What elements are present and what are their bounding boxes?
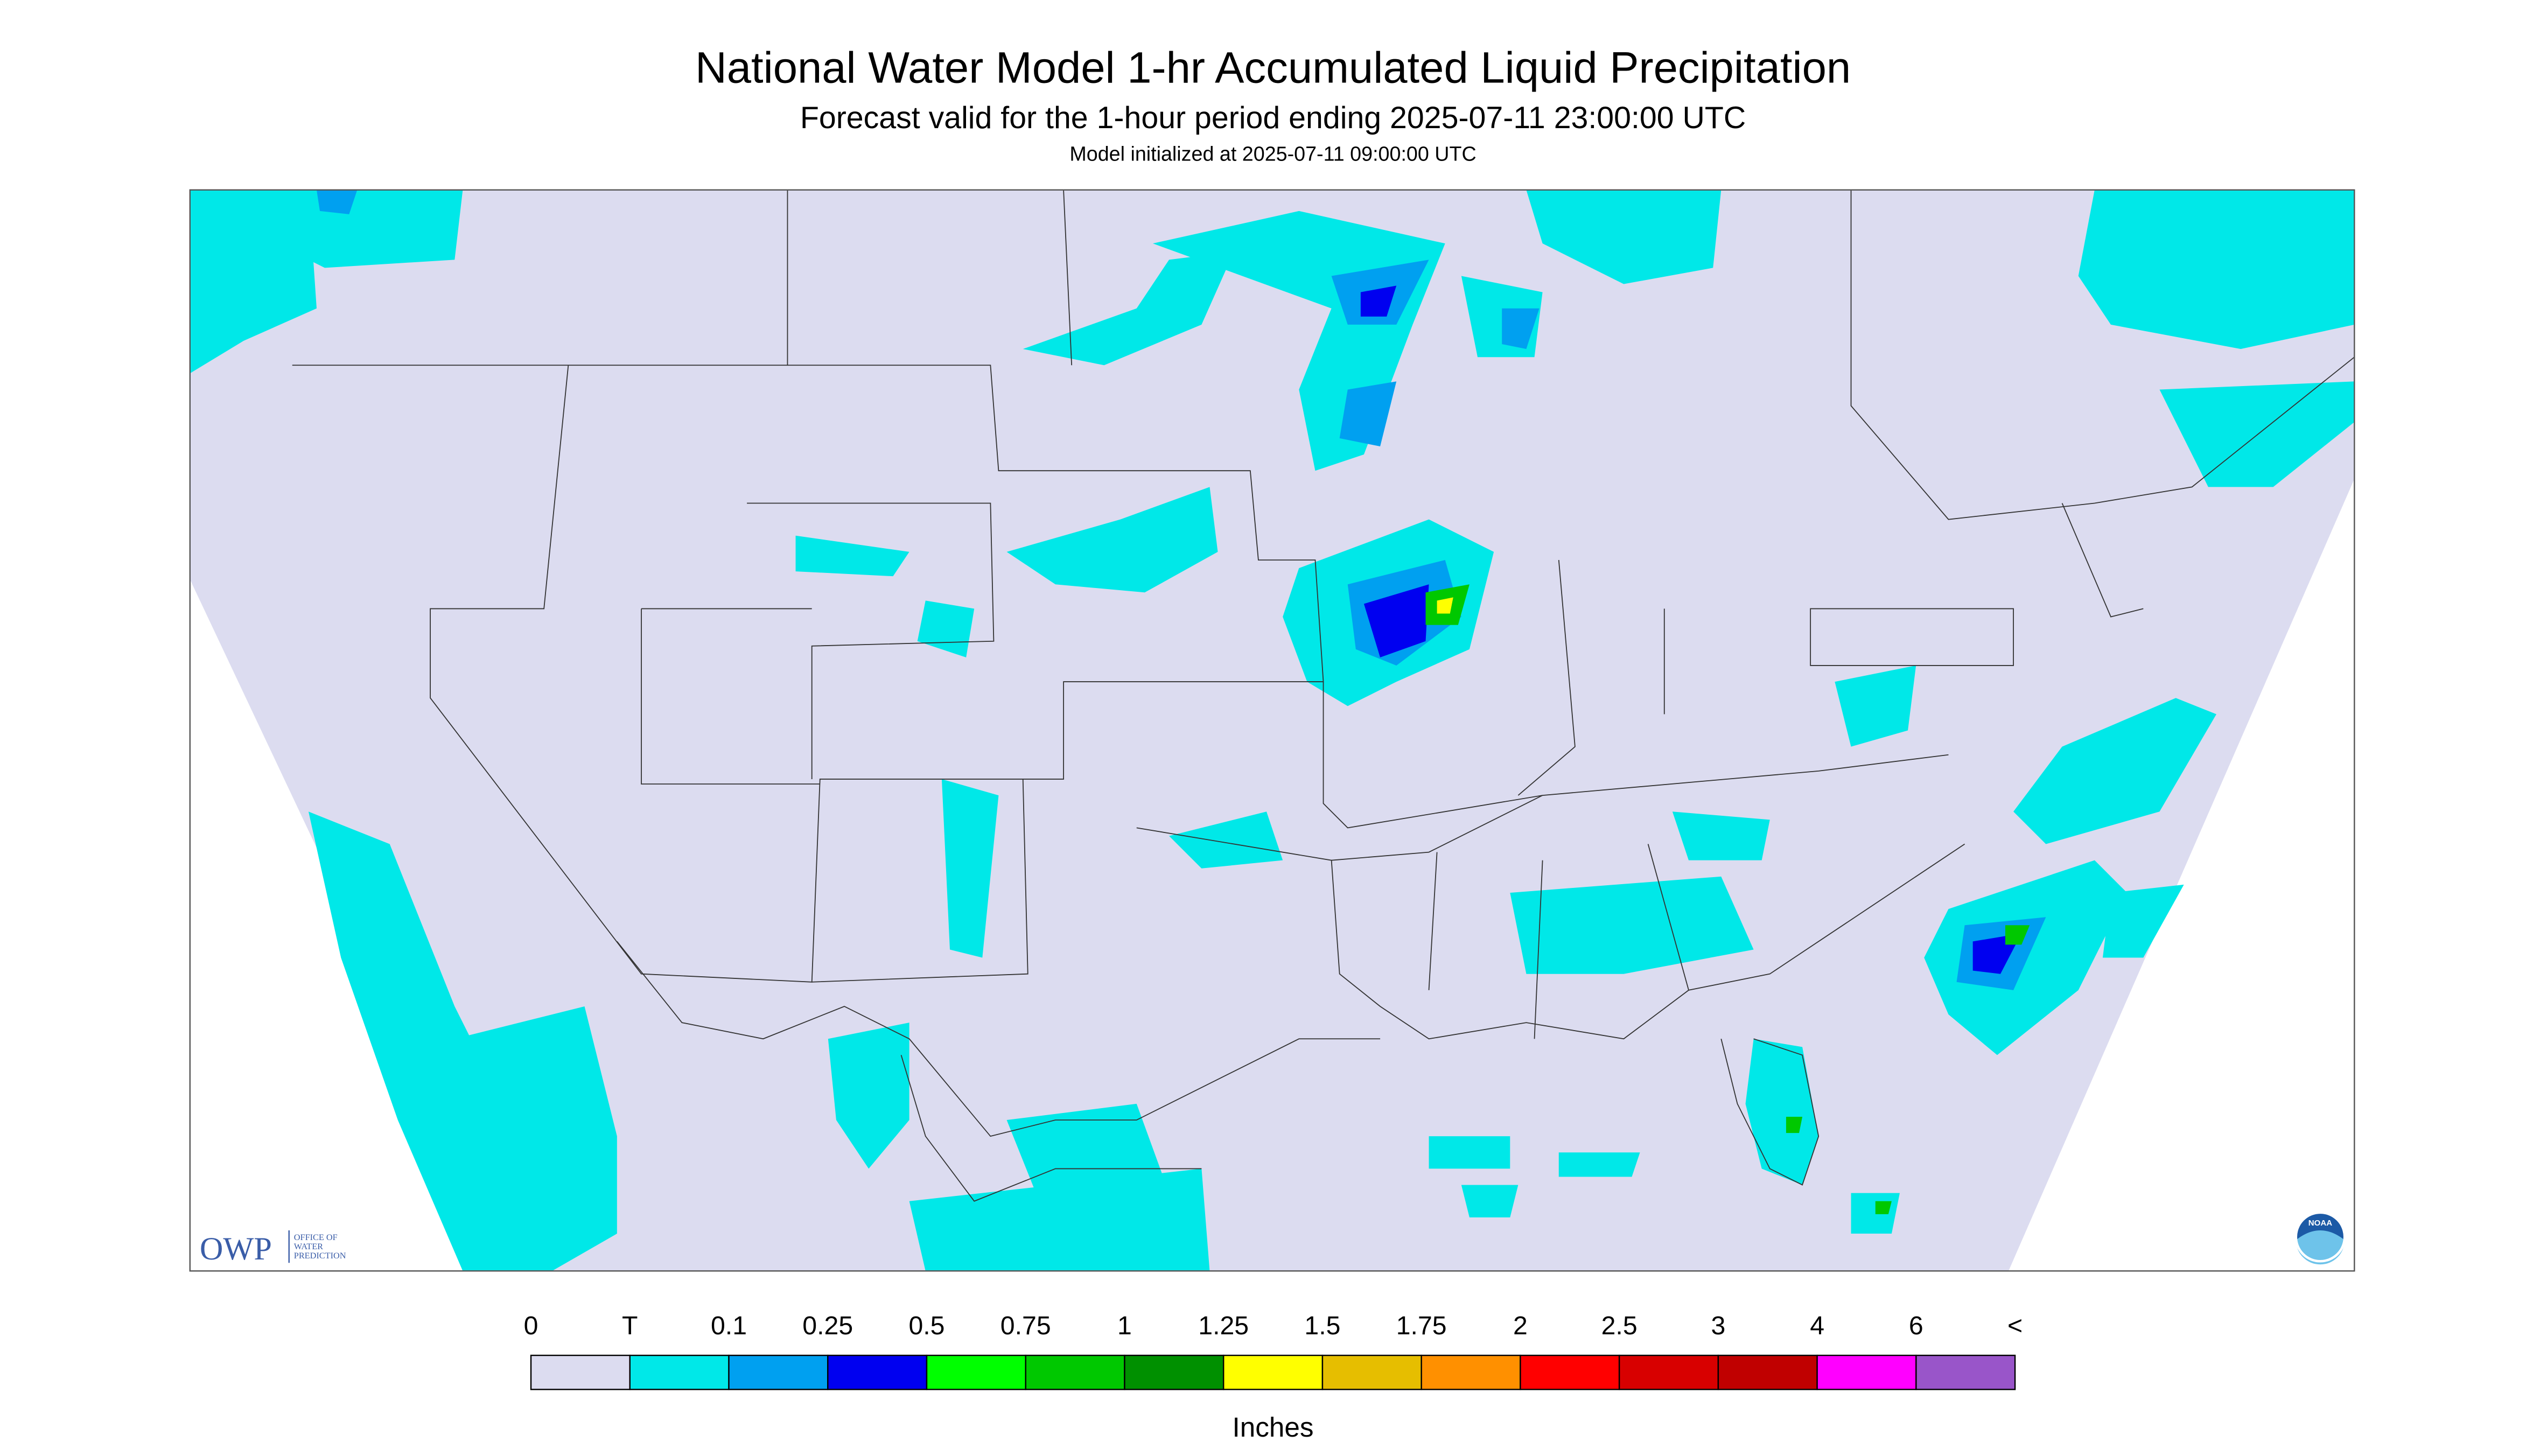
colorbar-label: 0.75	[1000, 1311, 1051, 1340]
init-time: Model initialized at 2025-07-11 09:00:00…	[1069, 142, 1476, 165]
subtitle: Forecast valid for the 1-hour period end…	[800, 101, 1746, 135]
colorbar-swatch	[1222, 1354, 1324, 1390]
noaa-ring	[2294, 1211, 2346, 1263]
owp-org-line: OFFICE OF	[294, 1232, 338, 1242]
owp-logo: OWP OFFICE OF WATER PREDICTION	[200, 1230, 346, 1267]
colorbar-label: 4	[1810, 1311, 1824, 1340]
colorbar-label: 1.25	[1198, 1311, 1249, 1340]
colorbar-swatch	[728, 1354, 829, 1390]
colorbar-swatch	[1816, 1354, 1917, 1390]
colorbar-label: 0.1	[711, 1311, 747, 1340]
precip-very-heavy	[1437, 597, 1453, 614]
colorbar-swatch	[1321, 1354, 1422, 1390]
colorbar-label: 2.5	[1601, 1311, 1638, 1340]
model-domain	[190, 190, 2355, 1271]
colorbar-label: 1.5	[1304, 1311, 1340, 1340]
colorbar-label: 0	[524, 1311, 538, 1340]
colorbar-swatch	[1025, 1354, 1125, 1390]
owp-logo-text: OWP	[200, 1231, 272, 1267]
colorbar-label: 0.5	[908, 1311, 944, 1340]
colorbar-swatch	[926, 1354, 1026, 1390]
colorbar-swatch	[1124, 1354, 1224, 1390]
colorbar-swatch	[1618, 1354, 1719, 1390]
noaa-wave	[2296, 1230, 2345, 1265]
colorbar: 0 T 0.1 0.25 0.5 0.75 1 1.25 1.5 1.75 2 2.5 3 4 6 <	[524, 1311, 2023, 1390]
colorbar-swatch	[1915, 1354, 2016, 1390]
owp-org-line: WATER	[294, 1241, 323, 1251]
colorbar-label: <	[2007, 1311, 2023, 1340]
colorbar-label: 6	[1909, 1311, 1923, 1340]
borders	[292, 190, 2355, 1202]
owp-org-line: PREDICTION	[294, 1250, 346, 1261]
title: National Water Model 1-hr Accumulated Li…	[695, 44, 1851, 93]
colorbar-label: T	[622, 1311, 638, 1340]
colorbar-label: 1	[1117, 1311, 1132, 1340]
noaa-text: NOAA	[2308, 1219, 2332, 1228]
colorbar-swatch	[1717, 1354, 1818, 1390]
colorbar-label: 2	[1513, 1311, 1528, 1340]
colorbar-swatch	[827, 1354, 928, 1390]
colorbar-label: 1.75	[1396, 1311, 1447, 1340]
map: OWP OFFICE OF WATER PREDICTION NOAA	[189, 189, 2355, 1272]
map-border	[189, 189, 2355, 1272]
colorbar-label: 0.25	[802, 1311, 853, 1340]
noaa-logo: NOAA	[2294, 1211, 2346, 1265]
colorbar-swatch	[1520, 1354, 1620, 1390]
colorbar-swatch	[629, 1354, 730, 1390]
owp-org: OFFICE OF WATER PREDICTION	[294, 1232, 346, 1261]
colorbar-swatch	[1421, 1354, 1521, 1390]
colorbar-label: 3	[1711, 1311, 1725, 1340]
colorbar-unit: Inches	[1233, 1412, 1314, 1443]
colorbar-swatch	[530, 1354, 631, 1390]
